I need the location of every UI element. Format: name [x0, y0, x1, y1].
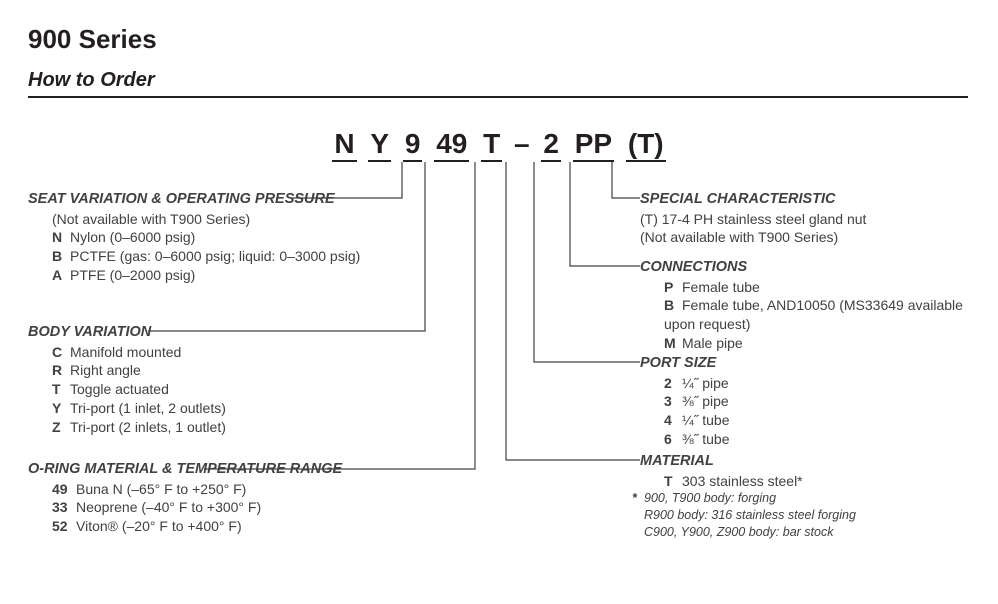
section-oring: O-RING MATERIAL & TEMPERATURE RANGE 49Bu…	[28, 460, 368, 536]
conn-title: CONNECTIONS	[640, 258, 970, 278]
seat-note: (Not available with T900 Series)	[52, 210, 368, 229]
conn-opt-p: PFemale tube	[664, 278, 970, 297]
code-label: C	[52, 343, 70, 362]
desc-label: Tri-port (1 inlet, 2 outlets)	[70, 400, 226, 416]
code-dash: –	[512, 128, 532, 160]
desc-label: ⅜˝ pipe	[682, 393, 729, 409]
desc-label: 303 stainless steel*	[682, 473, 803, 489]
code-series: 9	[403, 128, 423, 162]
foot1: 900, T900 body: forging	[644, 491, 776, 505]
body-opt-y: YTri-port (1 inlet, 2 outlets)	[52, 399, 368, 418]
desc-label: Right angle	[70, 362, 141, 378]
how-to-order-heading: How to Order	[28, 69, 968, 98]
code-label: N	[52, 228, 70, 247]
special-title: SPECIAL CHARACTERISTIC	[640, 190, 970, 210]
code-label: B	[664, 296, 682, 315]
code-label: T	[664, 472, 682, 491]
port-opt-3: 3⅜˝ pipe	[664, 392, 970, 411]
oring-title: O-RING MATERIAL & TEMPERATURE RANGE	[28, 460, 368, 480]
seat-title: SEAT VARIATION & OPERATING PRESSURE	[28, 190, 368, 210]
port-opt-4: 4¼˝ tube	[664, 411, 970, 430]
section-seat-variation: SEAT VARIATION & OPERATING PRESSURE (Not…	[28, 190, 368, 285]
seat-opt-n: NNylon (0–6000 psig)	[52, 228, 368, 247]
material-opt-t: T303 stainless steel*	[664, 472, 970, 491]
code-label: T	[52, 380, 70, 399]
desc-label: Male pipe	[682, 335, 743, 351]
code-seat: N	[332, 128, 356, 162]
code-portsize: 2	[541, 128, 561, 162]
code-label: P	[664, 278, 682, 297]
desc-label: PCTFE (gas: 0–6000 psig; liquid: 0–3000 …	[70, 248, 360, 264]
series-title: 900 Series	[28, 24, 970, 55]
section-body-variation: BODY VARIATION CManifold mounted RRight …	[28, 323, 368, 437]
desc-label: ¼˝ tube	[682, 412, 729, 428]
code-material: T	[481, 128, 502, 162]
desc-label: ¼˝ pipe	[682, 375, 729, 391]
desc-label: Female tube, AND10050 (MS33649 available…	[664, 297, 963, 332]
foot2: R900 body: 316 stainless steel forging	[644, 507, 856, 524]
part-number-template: N Y 9 49 T – 2 PP (T)	[0, 128, 998, 162]
oring-opt-49: 49Buna N (–65° F to +250° F)	[52, 480, 368, 499]
oring-opt-52: 52Viton® (–20° F to +400° F)	[52, 517, 368, 536]
section-connections: CONNECTIONS PFemale tube BFemale tube, A…	[640, 258, 970, 353]
conn-opt-m: MMale pipe	[664, 334, 970, 353]
port-opt-2: 2¼˝ pipe	[664, 374, 970, 393]
port-title: PORT SIZE	[640, 354, 970, 374]
material-footnote: *900, T900 body: forging R900 body: 316 …	[632, 490, 970, 541]
material-title: MATERIAL	[640, 452, 970, 472]
desc-label: Nylon (0–6000 psig)	[70, 229, 195, 245]
section-port-size: PORT SIZE 2¼˝ pipe 3⅜˝ pipe 4¼˝ tube 6⅜˝…	[640, 354, 970, 449]
code-label: 33	[52, 498, 76, 517]
code-label: 4	[664, 411, 682, 430]
special-line2: (Not available with T900 Series)	[640, 228, 970, 247]
desc-label: Neoprene (–40° F to +300° F)	[76, 499, 261, 515]
desc-label: Tri-port (2 inlets, 1 outlet)	[70, 419, 226, 435]
desc-label: Viton® (–20° F to +400° F)	[76, 518, 242, 534]
conn-opt-b: BFemale tube, AND10050 (MS33649 availabl…	[664, 296, 970, 334]
special-line1: (T) 17-4 PH stainless steel gland nut	[640, 210, 970, 229]
code-label: Y	[52, 399, 70, 418]
code-label: A	[52, 266, 70, 285]
body-opt-r: RRight angle	[52, 361, 368, 380]
code-label: 2	[664, 374, 682, 393]
code-oring: 49	[434, 128, 469, 162]
seat-title-text: SEAT VARIATION & OPERATING PRESSURE	[28, 191, 335, 207]
desc-label: Toggle actuated	[70, 381, 169, 397]
body-title: BODY VARIATION	[28, 323, 368, 343]
body-opt-c: CManifold mounted	[52, 343, 368, 362]
foot3: C900, Y900, Z900 body: bar stock	[644, 524, 833, 541]
code-label: Z	[52, 418, 70, 437]
code-body: Y	[368, 128, 391, 162]
code-label: B	[52, 247, 70, 266]
code-label: 52	[52, 517, 76, 536]
desc-label: Manifold mounted	[70, 344, 181, 360]
port-opt-6: 6⅜˝ tube	[664, 430, 970, 449]
seat-opt-a: APTFE (0–2000 psig)	[52, 266, 368, 285]
code-label: 6	[664, 430, 682, 449]
desc-label: PTFE (0–2000 psig)	[70, 267, 195, 283]
code-label: 49	[52, 480, 76, 499]
body-opt-t: TToggle actuated	[52, 380, 368, 399]
oring-opt-33: 33Neoprene (–40° F to +300° F)	[52, 498, 368, 517]
code-label: 3	[664, 392, 682, 411]
code-label: M	[664, 334, 682, 353]
section-special-characteristic: SPECIAL CHARACTERISTIC (T) 17-4 PH stain…	[640, 190, 970, 247]
code-label: R	[52, 361, 70, 380]
body-opt-z: ZTri-port (2 inlets, 1 outlet)	[52, 418, 368, 437]
desc-label: ⅜˝ tube	[682, 431, 729, 447]
section-material: MATERIAL T303 stainless steel* *900, T90…	[640, 452, 970, 541]
desc-label: Female tube	[682, 279, 760, 295]
code-connection: PP	[573, 128, 614, 162]
code-special: (T)	[626, 128, 666, 162]
seat-opt-b: BPCTFE (gas: 0–6000 psig; liquid: 0–3000…	[52, 247, 368, 266]
desc-label: Buna N (–65° F to +250° F)	[76, 481, 246, 497]
